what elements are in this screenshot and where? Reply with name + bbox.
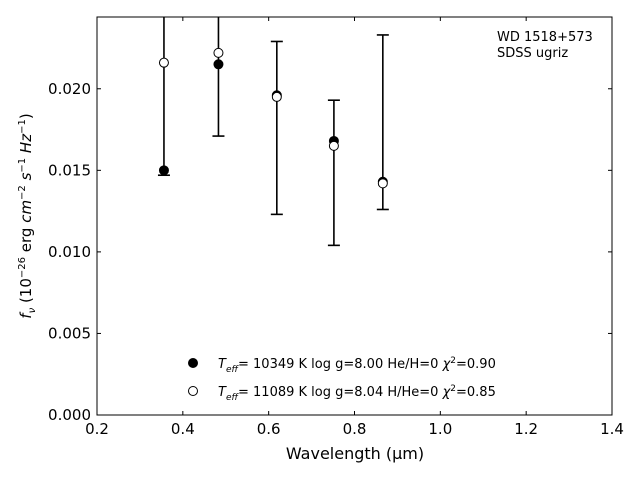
x-axis-label: Wavelength (μm): [286, 444, 424, 463]
y-tick-label: 0.015: [48, 161, 91, 179]
data-point-open: [213, 47, 224, 58]
legend-label-2: Teff= 11089 K log g=8.04 H/He=0 χ2=0.85: [218, 384, 496, 403]
data-point-open: [271, 91, 282, 102]
plot-frame: [96, 16, 613, 416]
annotation-line-1: WD 1518+573: [497, 30, 593, 45]
error-bars: [157, 17, 389, 247]
y-tick-label: 0.000: [48, 406, 91, 424]
x-tick-label: 0.2: [85, 420, 109, 438]
y-tick-label: 0.010: [48, 243, 91, 261]
x-axis: 0.2 0.4 0.6 0.8 1.0 1.2 1.4: [85, 17, 624, 438]
legend-marker-open: [188, 386, 198, 396]
data-point-open: [158, 57, 169, 68]
data-point-filled: [158, 165, 169, 176]
y-tick-label: 0.005: [48, 324, 91, 342]
x-tick-label: 0.6: [257, 420, 281, 438]
y-axis-label: fν (10−26 erg cm−2 s−1 Hz−1): [17, 113, 38, 318]
x-tick-label: 0.8: [343, 420, 367, 438]
y-axis: 0.000 0.005 0.010 0.015 0.020: [48, 80, 612, 424]
legend: Teff= 10349 K log g=8.00 He/H=0 χ2=0.90 …: [188, 356, 496, 403]
data-point-open: [377, 178, 388, 189]
legend-label-1: Teff= 10349 K log g=8.00 He/H=0 χ2=0.90: [218, 356, 496, 375]
x-axis-label-text: Wavelength (μm): [286, 444, 424, 463]
y-tick-label: 0.020: [48, 80, 91, 98]
x-tick-label: 0.4: [171, 420, 195, 438]
data-markers: [158, 47, 388, 189]
x-tick-label: 1.0: [428, 420, 452, 438]
legend-marker-filled: [188, 358, 198, 368]
data-point-filled: [213, 59, 224, 70]
x-tick-label: 1.2: [514, 420, 538, 438]
data-point-open: [328, 140, 339, 151]
annotation-line-2: SDSS ugriz: [497, 46, 568, 61]
x-tick-label: 1.4: [600, 420, 624, 438]
